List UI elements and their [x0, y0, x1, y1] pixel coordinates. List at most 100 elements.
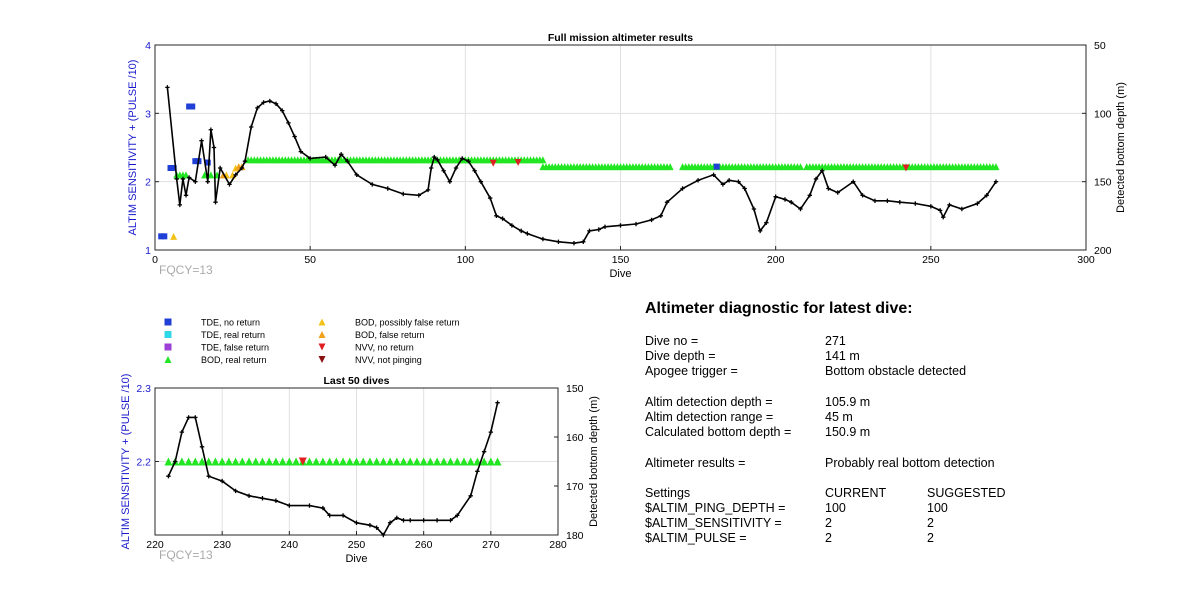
bottom-depth-point — [434, 518, 440, 523]
bottom-depth-point — [596, 227, 601, 232]
bottom-depth-point — [742, 186, 747, 191]
tde-no-return-marker — [186, 103, 193, 110]
dive-no-row: Dive no = 271 — [645, 334, 1165, 349]
setting-label: $ALTIM_PING_DEPTH = — [645, 501, 786, 516]
calculated-bottom-depth-label: Calculated bottom depth = — [645, 425, 792, 440]
altim-detection-depth-value: 105.9 m — [825, 394, 871, 409]
bottom-depth-point — [913, 201, 918, 206]
bod-real-return-marker — [419, 457, 428, 466]
x-tick-label: 300 — [1077, 254, 1095, 266]
legend-marker — [164, 331, 172, 338]
bottom-depth-line — [167, 402, 499, 537]
setting-current: 100 — [825, 501, 846, 516]
fqcy-annotation: FQCY=13 — [159, 548, 213, 562]
bottom-depth-point — [172, 459, 178, 464]
bottom-depth-point — [495, 400, 500, 405]
y-right-tick-label: 50 — [1094, 40, 1106, 52]
y-left-tick-label: 2.3 — [136, 383, 151, 395]
legend-label: BOD, real return — [201, 355, 267, 365]
calculated-bottom-depth-value: 150.9 m — [825, 425, 871, 440]
legend-marker — [164, 318, 172, 326]
bod-real-return-marker — [453, 457, 462, 466]
chart-title: Last 50 dives — [324, 375, 390, 387]
legend-label: TDE, false return — [201, 343, 269, 353]
bottom-depth-point — [478, 179, 484, 184]
bottom-depth-point — [307, 503, 312, 508]
bod-real-return-marker — [258, 457, 267, 466]
bod-real-return-marker — [466, 457, 475, 466]
settings-row-pulse: $ALTIM_PULSE = 2 2 — [645, 531, 1165, 546]
bottom-depth-point — [432, 154, 437, 160]
y-right-tick-label: 150 — [566, 383, 584, 395]
setting-label: $ALTIM_SENSITIVITY = — [645, 516, 782, 531]
dive-depth-value: 141 m — [825, 349, 860, 364]
bod-real-return-marker — [666, 163, 674, 171]
altimeter-results-value: Probably real bottom detection — [825, 455, 995, 470]
legend-label: TDE, no return — [201, 318, 260, 328]
legend-label: TDE, real return — [201, 330, 265, 340]
bod-real-return-marker — [426, 457, 435, 466]
bottom-depth-point — [199, 444, 205, 449]
legend-label: NVV, no return — [355, 343, 414, 353]
bod-real-return-marker — [406, 457, 415, 466]
bottom-depth-point — [206, 474, 211, 479]
bod-real-return-marker — [486, 457, 495, 466]
altim-detection-range-value: 45 m — [825, 409, 853, 424]
bottom-depth-point — [166, 474, 171, 479]
bottom-depth-point — [199, 138, 204, 143]
x-tick-label: 0 — [152, 254, 158, 266]
fqcy-annotation: FQCY=13 — [159, 263, 213, 277]
bod-real-return-marker — [325, 457, 334, 466]
altimeter-results-row: Altimeter results = Probably real bottom… — [645, 456, 1165, 471]
y-left-tick-label: 3 — [145, 108, 151, 120]
bottom-depth-point — [649, 217, 654, 223]
bottom-depth-point — [213, 199, 218, 205]
bottom-depth-point — [307, 156, 313, 161]
bod-real-return-marker — [164, 457, 173, 466]
bod-real-return-marker — [231, 457, 240, 466]
bottom-depth-point — [959, 206, 965, 212]
bod-real-return-marker — [224, 457, 233, 466]
setting-suggested: 2 — [927, 531, 934, 546]
bottom-depth-point — [773, 194, 778, 199]
bod-real-return-marker — [392, 457, 401, 466]
bottom-depth-point — [581, 239, 586, 244]
apogee-trigger-value: Bottom obstacle detected — [825, 364, 967, 379]
legend-marker — [318, 318, 326, 326]
bottom-depth-point — [633, 221, 639, 227]
legend-marker — [318, 343, 326, 351]
bottom-depth-point — [587, 228, 592, 234]
bottom-depth-point — [165, 85, 170, 90]
x-axis-label: Dive — [345, 553, 367, 565]
bottom-depth-point — [227, 182, 232, 187]
tde-no-return-marker — [161, 233, 168, 240]
settings-header-current: CURRENT — [825, 485, 887, 500]
tde-no-return-marker — [158, 233, 165, 240]
bottom-depth-point — [860, 193, 865, 198]
bod-real-return-marker — [285, 457, 294, 466]
bottom-depth-point — [975, 201, 980, 206]
bottom-depth-point — [219, 478, 225, 484]
bottom-depth-point — [937, 208, 943, 213]
bod-real-return-marker — [177, 457, 186, 466]
bod-real-return-marker — [359, 457, 368, 466]
bottom-depth-point — [441, 168, 446, 173]
y-right-axis-label: Detected bottom depth (m) — [588, 396, 600, 527]
x-tick-label: 280 — [549, 539, 567, 551]
bottom-depth-point — [835, 190, 840, 195]
bottom-depth-point — [782, 197, 788, 202]
bottom-depth-point — [472, 168, 477, 173]
bottom-depth-point — [381, 532, 386, 538]
chart-title: Full mission altimeter results — [548, 32, 693, 44]
settings-row-sensitivity: $ALTIM_SENSITIVITY = 2 2 — [645, 516, 1165, 531]
bottom-depth-point — [345, 158, 350, 164]
bottom-depth-point — [468, 493, 473, 498]
legend-marker — [164, 343, 172, 351]
bottom-depth-point — [494, 213, 499, 219]
bottom-depth-point — [897, 199, 902, 205]
bottom-depth-point — [385, 186, 390, 191]
bod-real-return-marker — [796, 163, 804, 171]
bottom-depth-point — [447, 179, 453, 184]
bottom-depth-point — [177, 202, 183, 208]
bottom-depth-point — [211, 145, 217, 150]
